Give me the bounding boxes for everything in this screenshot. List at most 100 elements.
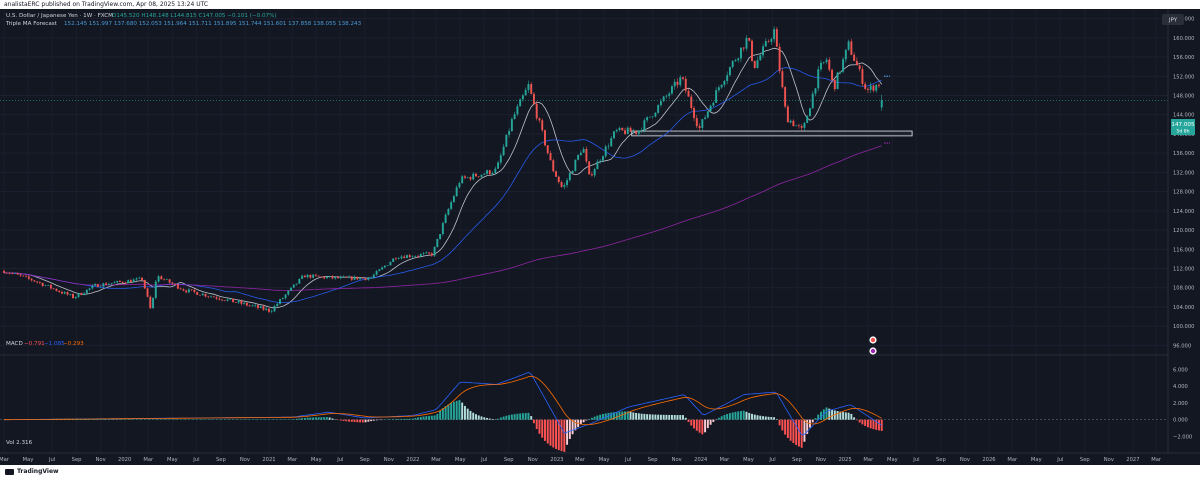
macd-histogram-bar [397, 418, 400, 420]
macd-histogram-bar [477, 415, 480, 420]
candle-body [276, 303, 279, 307]
candle-body [306, 274, 309, 278]
price-tick-label: 148.000 [1173, 94, 1194, 100]
candle-body [425, 252, 428, 254]
macd-histogram-bar [582, 419, 585, 423]
macd-histogram-bar [295, 418, 298, 420]
candle-body [842, 59, 845, 72]
time-tick-label: Jul [1056, 457, 1063, 463]
candle-body [726, 75, 729, 81]
candle-body [325, 277, 328, 279]
candle-body [687, 90, 690, 97]
currency-badge[interactable] [1162, 14, 1184, 25]
macd-histogram-bar [425, 416, 428, 420]
macd-histogram-bar [303, 417, 306, 420]
time-tick-label: Nov [240, 457, 250, 463]
candle-body [77, 293, 80, 297]
candle-body [19, 274, 22, 276]
macd-histogram-bar [309, 417, 312, 420]
candle-body [99, 286, 102, 288]
candle-body [784, 87, 787, 107]
candle-body [411, 256, 414, 258]
candle-body [701, 119, 704, 128]
candle-body [864, 83, 867, 89]
candle-body [775, 29, 778, 47]
candle-body [693, 107, 696, 119]
macd-histogram-bar [847, 412, 850, 420]
candle-body [588, 161, 591, 175]
candle-body [417, 256, 419, 257]
candle-body [737, 58, 740, 61]
macd-histogram-bar [811, 419, 814, 423]
time-tick-label: Sep [936, 457, 946, 463]
macd-histogram-bar [510, 414, 513, 420]
time-tick-label: Nov [528, 457, 538, 463]
candle-body [618, 127, 621, 131]
time-tick-label: 2027 [1126, 457, 1139, 463]
candle-body [27, 276, 30, 279]
macd-histogram-bar [878, 419, 880, 431]
candle-body [541, 120, 544, 131]
event-marker-2-icon [870, 348, 876, 354]
current-price-value: 147.005 [1171, 122, 1195, 128]
price-tick-label: 96.000 [1173, 343, 1191, 349]
candle-body [361, 277, 364, 279]
candle-body [552, 160, 555, 172]
candle-body [273, 306, 276, 312]
candle-body [698, 126, 701, 128]
moving-averages [3, 47, 891, 309]
candle-body [770, 39, 773, 42]
candle-body [632, 131, 635, 132]
macd-histogram-bar [756, 415, 759, 420]
macd-histogram-bar [461, 402, 464, 420]
candle-body [212, 296, 215, 298]
price-axis[interactable]: 164.000160.000156.000152.000148.000144.0… [1167, 9, 1194, 453]
candle-body [386, 265, 389, 266]
macd-histogram-bar [328, 417, 331, 420]
candle-body [74, 296, 77, 299]
candle-body [394, 258, 397, 260]
macd-histogram-bar [853, 417, 856, 420]
time-axis[interactable]: Mar May Jul Sep Nov 2020 Mar May Jul Sep Nov 2021 Ma… [0, 452, 1200, 463]
candle-body [160, 276, 163, 280]
macd-histogram-bar [323, 417, 326, 420]
candle-body [353, 276, 356, 280]
candle-body [372, 274, 375, 278]
candle-body [797, 125, 800, 127]
macd-histogram-bar [342, 419, 345, 421]
candle-body [508, 131, 511, 135]
candle-body [613, 131, 615, 139]
candle-body [682, 77, 684, 79]
candle-body [229, 298, 232, 300]
macd-histogram-bar [502, 416, 505, 420]
time-tick-label: 2020 [118, 457, 131, 463]
candle-body [428, 252, 431, 254]
candle-body [400, 256, 403, 259]
macd-histogram-bar [797, 419, 800, 447]
candle-body [499, 155, 502, 163]
time-tick-label: May [167, 457, 178, 463]
macd-histogram-bar [880, 419, 883, 431]
candle-body [36, 281, 39, 283]
chart-area[interactable]: 164.000160.000156.000152.000148.000144.0… [0, 9, 1200, 465]
candle-body [662, 96, 665, 102]
time-tick-label: May [311, 457, 322, 463]
candle-body [510, 119, 513, 132]
candle-body [452, 196, 455, 203]
time-tick-label: Mar [1007, 457, 1018, 463]
macd-histogram-bar [701, 419, 704, 435]
macd-histogram-bar [455, 400, 458, 420]
macd-histogram-bar [795, 419, 798, 445]
candle-body [389, 262, 392, 266]
ma-slow-line [3, 145, 882, 291]
macd-histogram-bar [728, 413, 731, 420]
candle-body [530, 84, 533, 94]
price-chart-svg[interactable]: 164.000160.000156.000152.000148.000144.0… [0, 9, 1200, 465]
macd-histogram-bar [817, 414, 820, 420]
macd-tick-label: 0.000 [1173, 418, 1188, 424]
candle-body [521, 95, 524, 100]
macd-histogram-bar [403, 418, 406, 420]
time-tick-label: 2025 [838, 457, 851, 463]
candle-body [535, 103, 538, 119]
candle-body [659, 101, 662, 106]
